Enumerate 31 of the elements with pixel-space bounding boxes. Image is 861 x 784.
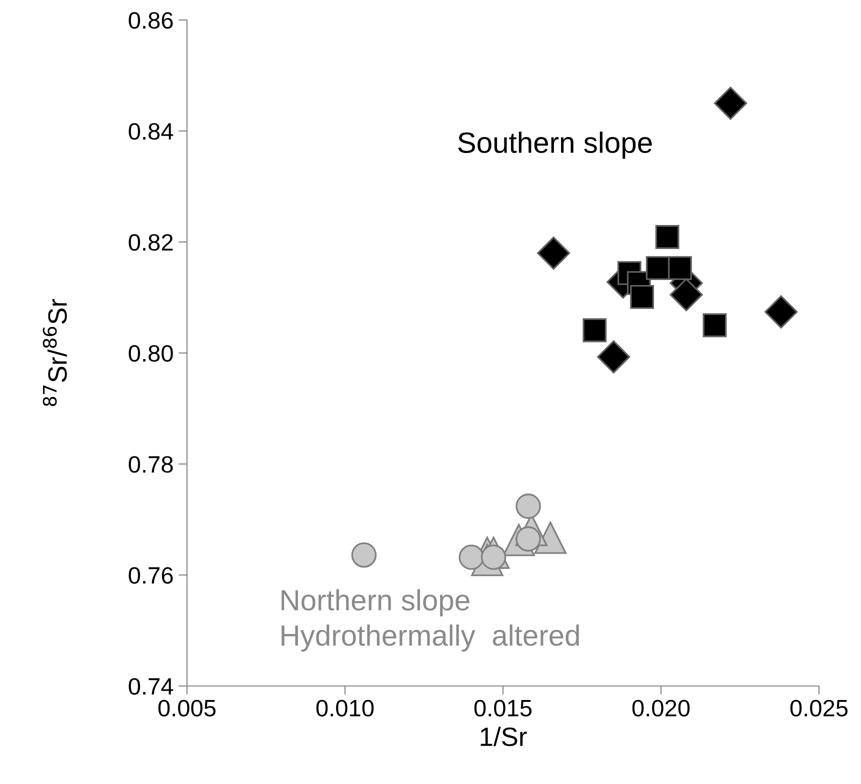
x-tick-label: 0.010 — [316, 700, 374, 717]
y-tick-label: 0.78 — [128, 456, 173, 473]
point — [351, 542, 377, 568]
y-axis-title: $^{87}$Sr/$^{86}$Sr — [42, 298, 67, 406]
point — [646, 256, 670, 280]
x-tick-label: 0.020 — [632, 700, 690, 717]
x-tick-label: 0.015 — [474, 700, 532, 717]
point — [764, 295, 798, 328]
point — [655, 225, 680, 249]
x-axis-title: 1/Sr — [480, 726, 527, 746]
point — [668, 256, 692, 280]
y-tick-label: 0.80 — [128, 345, 173, 362]
y-tick-label: 0.76 — [128, 567, 173, 584]
annotation: Hydrothermally altered — [282, 624, 579, 652]
point — [702, 313, 727, 338]
y-tick-label: 0.84 — [128, 123, 174, 140]
point — [630, 285, 654, 309]
point — [670, 278, 703, 312]
annotation: Northern slope — [282, 589, 470, 616]
point — [714, 86, 748, 120]
y-tick-label: 0.86 — [128, 12, 173, 29]
x-tick-label: 0.005 — [158, 700, 216, 717]
y-tick-label: 0.74 — [128, 678, 174, 695]
point — [537, 236, 570, 270]
point — [597, 340, 630, 374]
x-tick-label: 0.025 — [790, 700, 848, 717]
annotation: Southern slope — [458, 132, 652, 159]
point — [582, 318, 607, 342]
point — [516, 494, 541, 519]
y-tick-label: 0.82 — [128, 234, 173, 251]
point — [534, 522, 567, 554]
